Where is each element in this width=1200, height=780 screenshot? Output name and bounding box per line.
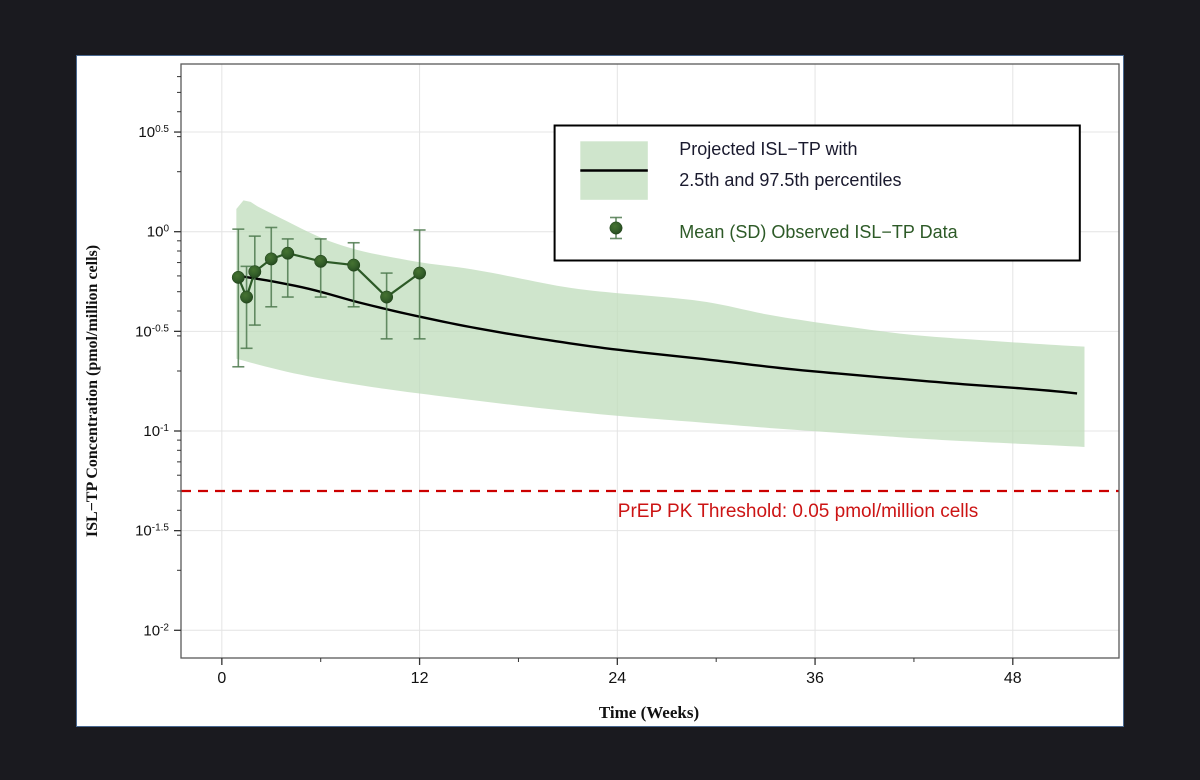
svg-text:24: 24	[608, 670, 626, 687]
svg-text:Mean (SD) Observed ISL−TP Data: Mean (SD) Observed ISL−TP Data	[679, 222, 958, 242]
svg-text:10-0.5: 10-0.5	[135, 323, 169, 341]
svg-text:10-2: 10-2	[143, 622, 169, 640]
svg-text:48: 48	[1004, 670, 1022, 687]
svg-text:100.5: 100.5	[138, 124, 169, 142]
svg-text:10-1: 10-1	[143, 423, 169, 441]
svg-text:Projected ISL−TP with: Projected ISL−TP with	[679, 139, 857, 159]
svg-text:12: 12	[411, 670, 429, 687]
svg-text:10-1.5: 10-1.5	[135, 522, 169, 540]
svg-text:36: 36	[806, 670, 824, 687]
svg-text:2.5th and 97.5th percentiles: 2.5th and 97.5th percentiles	[679, 170, 901, 190]
svg-text:0: 0	[217, 670, 226, 687]
svg-text:PrEP PK Threshold: 0.05 pmol/m: PrEP PK Threshold: 0.05 pmol/million cel…	[618, 501, 978, 522]
svg-text:100: 100	[147, 223, 170, 241]
